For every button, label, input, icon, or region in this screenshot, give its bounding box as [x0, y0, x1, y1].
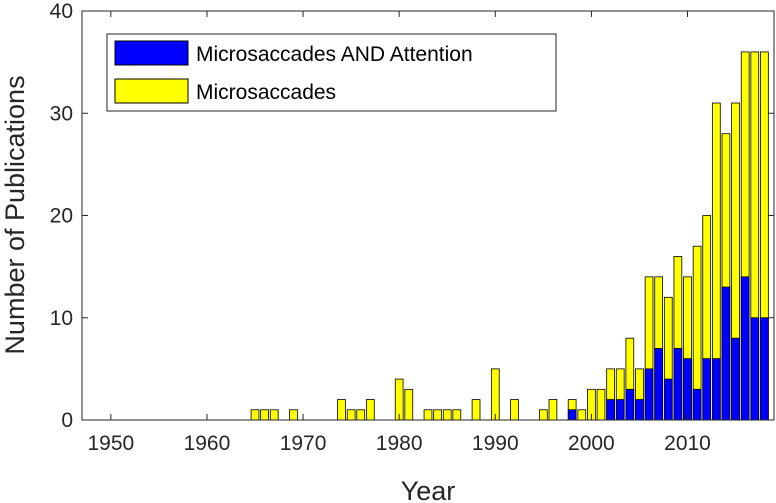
- bar-microsaccades-1985: [442, 409, 452, 421]
- bar-microsaccades-1966: [260, 409, 269, 421]
- legend: Microsaccades AND Attention Microsaccade…: [106, 33, 557, 112]
- bar-attention-2006: [644, 368, 654, 421]
- x-tick-label-2000: 2000: [568, 432, 615, 455]
- bar-microsaccades-1967: [269, 409, 279, 421]
- x-tick-label-1970: 1970: [280, 432, 327, 455]
- bar-attention-2011: [692, 388, 702, 421]
- bar-attention-2010: [683, 358, 692, 421]
- x-tick-label-2010: 2010: [664, 432, 711, 455]
- x-axis-ticks: 1950 1960 1970 1980 1990 2000 2010: [87, 11, 711, 455]
- bar-attention-2015: [731, 337, 740, 421]
- bar-attention-2004: [625, 388, 635, 421]
- bar-microsaccades-1988: [471, 399, 481, 421]
- bar-microsaccades-1995: [538, 409, 548, 421]
- y-tick-label-20: 20: [50, 205, 73, 228]
- y-tick-label-0: 0: [61, 409, 73, 432]
- bar-microsaccades-1977: [365, 399, 375, 421]
- bar-microsaccades-1976: [356, 409, 366, 421]
- bar-microsaccades-1992: [510, 399, 519, 421]
- bar-attention-2014: [721, 286, 731, 421]
- bar-attention-2003: [615, 399, 625, 421]
- bar-microsaccades-1969: [289, 409, 298, 421]
- bar-attention-2008: [663, 378, 673, 421]
- bar-attention-2018: [760, 317, 769, 421]
- legend-swatch-attention: [114, 40, 189, 66]
- bar-microsaccades-1983: [423, 409, 433, 421]
- bar-attention-2005: [635, 399, 644, 421]
- bar-attention-2007: [654, 348, 664, 421]
- y-tick-label-10: 10: [50, 307, 73, 330]
- bar-attention-2012: [702, 358, 712, 421]
- bar-microsaccades-1996: [548, 399, 558, 421]
- bar-microsaccades-1981: [404, 388, 414, 421]
- x-tick-label-1980: 1980: [376, 432, 423, 455]
- bar-microsaccades-1965: [250, 409, 260, 421]
- y-axis-ticks: 0 10 20 30 40: [50, 0, 774, 432]
- bar-microsaccades-1984: [433, 409, 442, 421]
- bar-attention-2009: [673, 348, 683, 421]
- microsaccades-bars: [250, 51, 769, 421]
- legend-label-microsaccades: Microsaccades: [196, 81, 336, 104]
- x-tick-label-1960: 1960: [184, 432, 231, 455]
- microsaccades-attention-bars: [567, 276, 769, 421]
- legend-swatch-microsaccades: [114, 78, 189, 104]
- bar-attention-1998: [567, 409, 577, 421]
- bar-microsaccades-1980: [394, 378, 404, 421]
- y-tick-label-30: 30: [50, 102, 73, 125]
- y-axis-label: Number of Publications: [0, 75, 30, 354]
- bar-microsaccades-2001: [596, 388, 606, 421]
- x-tick-label-1990: 1990: [472, 432, 519, 455]
- legend-label-attention: Microsaccades AND Attention: [196, 43, 473, 66]
- bar-microsaccades-1999: [577, 409, 587, 421]
- bar-microsaccades-1975: [346, 409, 356, 421]
- bar-attention-2016: [740, 276, 750, 421]
- y-tick-label-40: 40: [50, 0, 73, 23]
- bar-microsaccades-1990: [490, 368, 500, 421]
- bar-microsaccades-1986: [452, 409, 462, 421]
- bar-attention-2017: [750, 317, 760, 421]
- bar-microsaccades-1974: [337, 399, 346, 421]
- bar-attention-2002: [606, 399, 615, 421]
- x-axis-label: Year: [401, 476, 456, 503]
- x-tick-label-1950: 1950: [87, 432, 134, 455]
- bar-attention-2013: [711, 358, 721, 421]
